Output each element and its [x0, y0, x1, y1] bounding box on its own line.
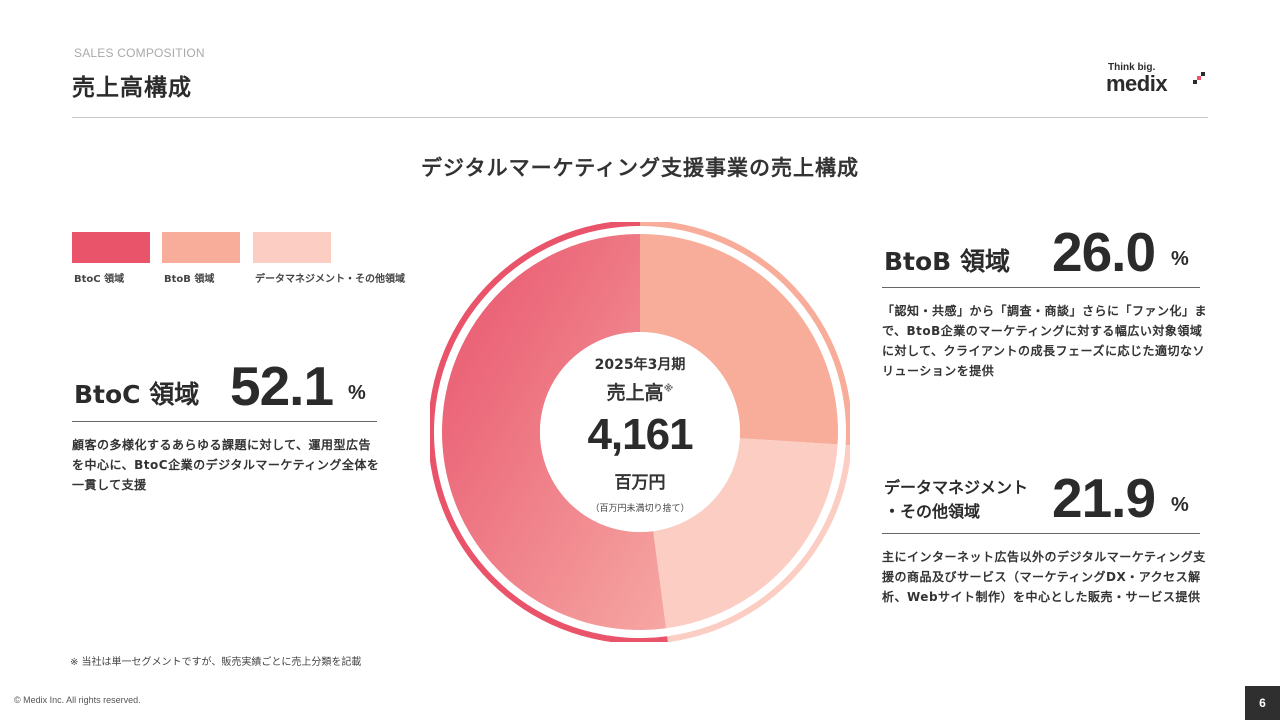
- data-title-line1: データマネジメント: [884, 478, 1029, 497]
- legend-swatch-btob: [162, 232, 240, 263]
- donut-slice-btoc: [442, 234, 667, 630]
- legend-item-btob: BtoB 領域: [162, 232, 240, 285]
- chart-legend: BtoC 領域 BtoB 領域 データマネジメント・その他領域: [72, 232, 452, 286]
- center-note: （百万円未満切り捨て）: [590, 504, 690, 514]
- btob-description: 「認知・共感」から「調査・商談」さらに「ファン化」まで、BtoB企業のマーケティ…: [882, 304, 1208, 378]
- btoc-divider: [72, 421, 377, 422]
- btob-percent-sign: %: [1171, 248, 1189, 270]
- donut-slice-data: [653, 438, 838, 629]
- logo-tagline: Think big.: [1108, 62, 1156, 73]
- donut-slice-btob: [640, 234, 838, 445]
- btoc-description: 顧客の多様化するあらゆる課題に対して、運用型広告を中心に、BtoC企業のデジタル…: [72, 438, 380, 492]
- legend-swatch-btoc: [72, 232, 150, 263]
- data-title-line2: ・その他領域: [884, 502, 981, 521]
- legend-label-btob: BtoB 領域: [164, 274, 215, 285]
- center-label-mark: ※: [663, 383, 674, 395]
- center-label-text: 売上高: [606, 382, 664, 404]
- center-fiscal-year: 2025年3月期: [594, 357, 686, 373]
- btoc-title: BtoC 領域: [74, 380, 200, 409]
- header-divider: [72, 117, 1208, 118]
- logo-mark-icon: [1193, 72, 1205, 84]
- btob-share-value: 26.0: [1052, 221, 1156, 283]
- company-logo: Think big. medix: [1106, 60, 1210, 100]
- section-eyebrow: SALES COMPOSITION: [74, 46, 205, 60]
- donut-hole: [540, 332, 740, 532]
- btoc-share-value: 52.1: [230, 355, 334, 417]
- btob-divider: [882, 287, 1200, 288]
- chart-title: デジタルマーケティング支援事業の売上構成: [421, 156, 859, 180]
- donut-chart: [430, 222, 850, 642]
- data-percent-sign: %: [1171, 494, 1189, 516]
- legend-label-btoc: BtoC 領域: [74, 274, 125, 285]
- copyright: © Medix Inc. All rights reserved.: [14, 695, 141, 705]
- footnote: ※ 当社は単一セグメントですが、販売実績ごとに売上分類を記載: [70, 657, 362, 668]
- donut-outer-ring-data: [667, 444, 850, 642]
- data-divider: [882, 533, 1200, 534]
- center-label: 売上高※: [540, 378, 740, 405]
- legend-swatch-data: [253, 232, 331, 263]
- btob-title: BtoB 領域: [884, 247, 1010, 276]
- center-total-value: 4,161: [587, 410, 693, 459]
- btoc-percent-sign: %: [348, 382, 366, 404]
- legend-item-data: データマネジメント・その他領域: [253, 232, 405, 285]
- center-unit: 百万円: [614, 473, 666, 493]
- page-number: 6: [1245, 686, 1280, 720]
- page-title: 売上高構成: [72, 75, 192, 101]
- legend-item-btoc: BtoC 領域: [72, 232, 150, 285]
- data-description: 主にインターネット広告以外のデジタルマーケティング支援の商品及びサービス（マーケ…: [882, 550, 1206, 604]
- data-share-value: 21.9: [1052, 467, 1156, 529]
- logo-wordmark: medix: [1106, 71, 1168, 96]
- legend-label-data: データマネジメント・その他領域: [255, 274, 405, 285]
